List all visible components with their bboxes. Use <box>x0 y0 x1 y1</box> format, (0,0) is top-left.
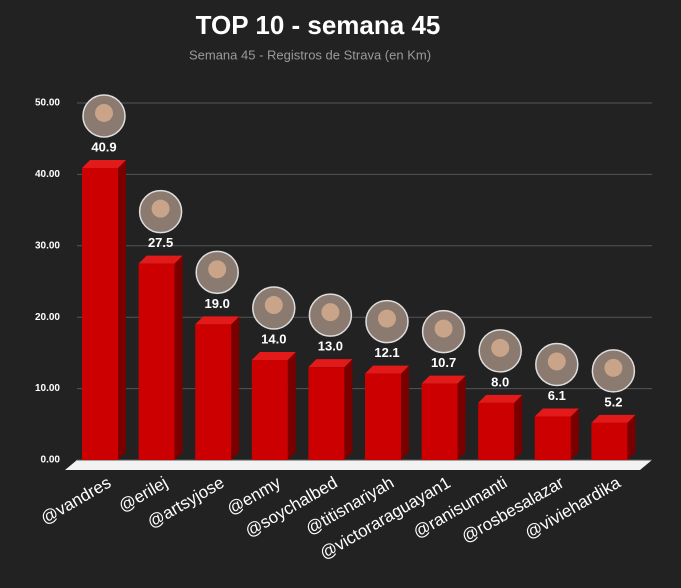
bar-top <box>138 255 183 264</box>
bar <box>591 422 628 460</box>
bar-side <box>118 159 126 460</box>
bar-side <box>231 316 240 460</box>
value-label: 10.7 <box>431 355 456 370</box>
bar-side <box>401 365 409 460</box>
bar-top <box>534 408 579 417</box>
bar-side <box>287 352 296 460</box>
bar-side <box>627 414 636 460</box>
bar <box>365 373 401 460</box>
value-label: 8.0 <box>491 374 509 389</box>
bar-side <box>344 359 353 460</box>
floor <box>65 460 652 470</box>
value-label: 27.5 <box>148 235 173 250</box>
bar-side <box>457 375 466 460</box>
avatar-face <box>151 199 170 218</box>
y-tick-label: 20.00 <box>35 312 60 323</box>
value-label: 12.1 <box>374 345 399 360</box>
bar <box>478 402 515 460</box>
bar-side <box>514 394 523 460</box>
bar-side <box>570 408 579 460</box>
value-label: 6.1 <box>548 388 566 403</box>
bar-top <box>308 359 353 368</box>
avatar-face <box>264 296 283 315</box>
avatar-face <box>208 260 227 279</box>
bar-top <box>478 394 523 403</box>
bar-top <box>195 316 240 325</box>
bar-top <box>365 365 409 374</box>
y-tick-label: 10.00 <box>35 383 60 394</box>
value-label: 5.2 <box>604 394 622 409</box>
bar <box>534 416 571 460</box>
bar-top <box>421 375 466 384</box>
chart-title: TOP 10 - semana 45 <box>196 10 441 40</box>
value-label: 13.0 <box>318 339 343 354</box>
avatar-face <box>604 358 623 377</box>
y-tick-label: 50.00 <box>35 98 60 109</box>
bar <box>138 263 175 460</box>
chart-subtitle: Semana 45 - Registros de Strava (en Km) <box>189 47 431 62</box>
avatar-face <box>547 352 566 371</box>
value-label: 14.0 <box>261 331 286 346</box>
bar-top <box>82 159 126 168</box>
avatar-face <box>378 309 396 328</box>
bar <box>195 324 232 460</box>
avatar-face <box>321 303 340 322</box>
bar-side <box>174 255 183 460</box>
bar <box>82 167 118 460</box>
value-label: 19.0 <box>205 296 230 311</box>
value-label: 40.9 <box>91 139 116 154</box>
avatar-face <box>95 103 113 122</box>
bar-top <box>591 414 636 423</box>
avatar-face <box>434 319 453 338</box>
avatar-face <box>491 338 510 357</box>
y-tick-label: 40.00 <box>35 169 60 180</box>
bar <box>421 383 458 460</box>
bar <box>308 367 345 460</box>
bar-top <box>251 352 296 361</box>
y-tick-label: 30.00 <box>35 240 60 251</box>
y-tick-label: 0.00 <box>41 455 61 466</box>
bar <box>251 360 288 460</box>
